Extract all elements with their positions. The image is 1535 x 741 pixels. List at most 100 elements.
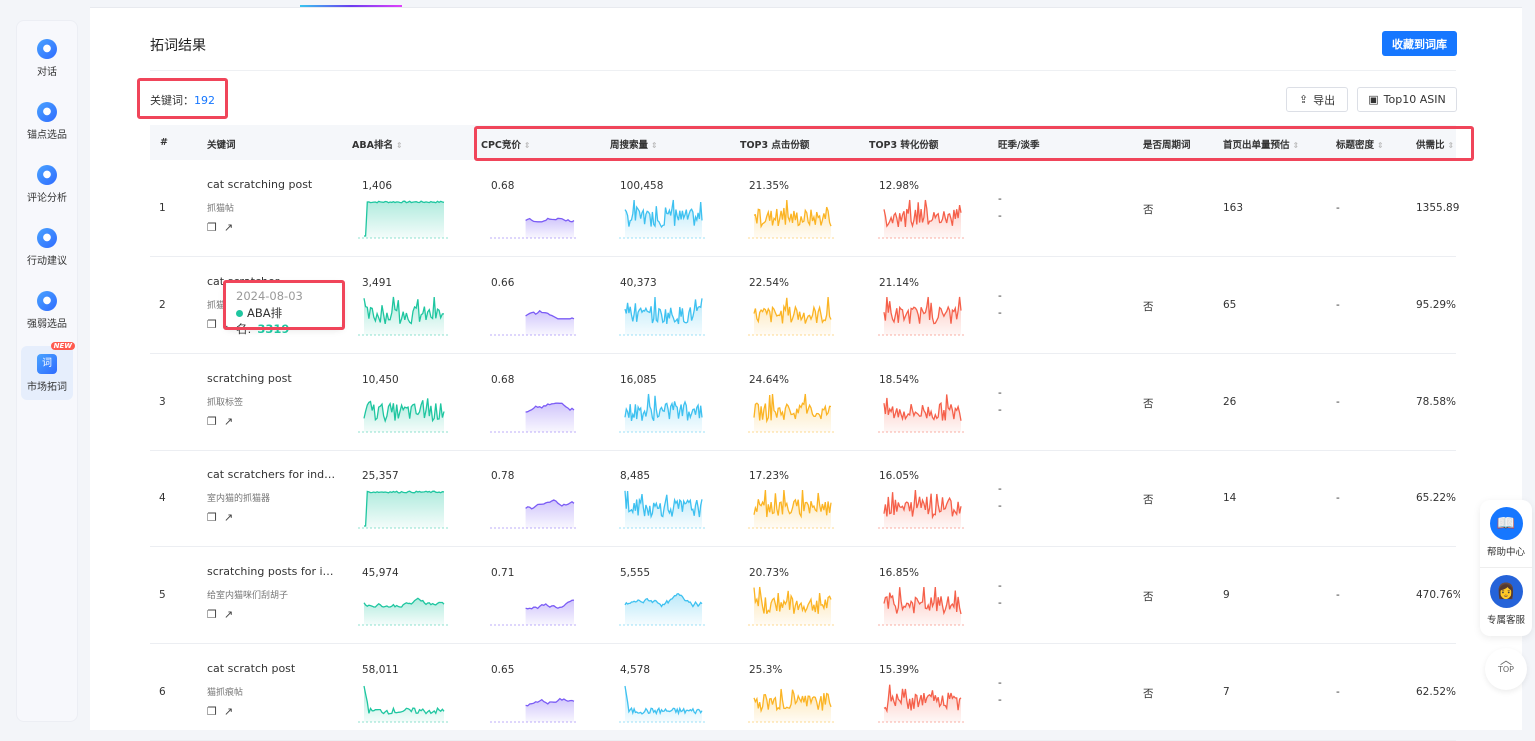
keyword-translation: 抓猫器 <box>207 300 235 311</box>
sidebar-item-3[interactable]: ● 行动建议 <box>21 220 73 274</box>
season-low: - <box>998 210 1002 222</box>
cpc-trend-chart[interactable] <box>150 160 1456 257</box>
aba-trend-chart[interactable] <box>150 257 1456 354</box>
top3-conv-trend-chart[interactable] <box>150 547 1456 644</box>
orders-estimate: 14 <box>1223 492 1237 505</box>
top3-click-trend-chart[interactable] <box>150 354 1456 451</box>
top3-conv-trend-chart[interactable] <box>150 160 1456 257</box>
sidebar-item-1[interactable]: ● 锚点选品 <box>21 94 73 148</box>
search-value: 4,578 <box>620 664 651 676</box>
cpc-value: 0.65 <box>491 664 515 676</box>
sort-icon[interactable]: ⇕ <box>395 141 403 150</box>
copy-icon[interactable]: ❐ <box>207 511 217 525</box>
share-icon[interactable]: ↗ <box>223 414 234 428</box>
copy-icon[interactable]: ❐ <box>207 608 217 622</box>
copy-icon[interactable]: ❐ <box>207 221 217 234</box>
keyword-link[interactable]: cat scratchers for ind… <box>207 468 336 482</box>
cpc-trend-chart[interactable] <box>150 547 1456 644</box>
share-icon[interactable]: ↗ <box>223 705 234 718</box>
column-header[interactable]: CPC竞价 ⇕ <box>481 137 531 151</box>
cpc-trend-chart[interactable] <box>150 450 1456 547</box>
aba-trend-chart[interactable] <box>150 160 1456 257</box>
sidebar-item-label: 评论分析 <box>27 193 67 204</box>
search-value: 16,085 <box>620 373 657 386</box>
top3-click-trend-chart[interactable] <box>150 547 1456 644</box>
search-volume-trend-chart[interactable] <box>150 354 1456 451</box>
customer-service-label: 专属客服 <box>1486 615 1525 626</box>
copy-icon[interactable]: ❐ <box>207 317 217 331</box>
help-center-label: 帮助中心 <box>1486 547 1525 558</box>
sidebar-item-5[interactable]: 词市场拓词 NEW <box>21 342 75 400</box>
share-icon[interactable]: ↗ <box>223 608 234 622</box>
pie-icon: ● <box>37 165 57 185</box>
column-header[interactable]: 标题密度 ⇕ <box>1336 137 1384 151</box>
search-volume-trend-chart[interactable] <box>150 257 1456 354</box>
top3-conv-trend-chart[interactable] <box>150 354 1456 451</box>
sidebar-item-label: 市场拓词 <box>27 382 67 393</box>
aba-trend-chart[interactable] <box>150 450 1456 547</box>
table-row: 4 cat scratchers for ind… 室内猫的抓猫器 ❐ ↗ 25,3… <box>150 450 1456 548</box>
top3-conv-trend-chart[interactable] <box>150 257 1456 354</box>
click-value: 24.64% <box>749 373 790 386</box>
column-header[interactable]: 供需比 ⇕ <box>1416 137 1454 151</box>
cpc-trend-chart[interactable] <box>150 257 1456 354</box>
click-value: 20.73% <box>749 567 790 580</box>
keyword-link[interactable]: scratching posts for i… <box>207 565 334 579</box>
sort-icon[interactable]: ⇕ <box>1377 141 1384 150</box>
aba-trend-chart[interactable] <box>150 354 1456 451</box>
periodic-value: 否 <box>1143 591 1154 604</box>
back-to-top-button[interactable]: ︿ TOP <box>1485 648 1527 690</box>
row-index: 5 <box>159 589 166 602</box>
sort-icon[interactable]: ⇕ <box>1447 141 1455 150</box>
sidebar-item-0[interactable]: ● 对话 <box>21 31 73 85</box>
season-low: - <box>998 403 1002 416</box>
divider <box>150 70 1456 71</box>
column-header-label: 周搜索量 <box>610 140 649 151</box>
export-button[interactable]: ⇪ 导出 <box>1286 87 1348 112</box>
keyword-link[interactable]: cat scratching post <box>207 178 313 191</box>
column-header: 旺季/淡季 <box>998 137 1039 151</box>
sidebar-item-4[interactable]: ● 强弱选品 <box>21 283 73 337</box>
cpc-trend-chart[interactable] <box>150 644 1456 741</box>
chart-tooltip: 2024-08-03 ABA排名: 3319 <box>226 283 342 336</box>
aba-trend-chart[interactable] <box>150 547 1456 644</box>
column-header[interactable]: ABA排名 ⇕ <box>352 137 403 151</box>
top3-click-trend-chart[interactable] <box>150 644 1456 741</box>
chevron-up-icon: ︿ <box>1499 653 1512 667</box>
top3-click-trend-chart[interactable] <box>150 257 1456 354</box>
copy-icon[interactable]: ❐ <box>207 414 217 428</box>
conv-value: 16.05% <box>879 470 920 483</box>
search-volume-trend-chart[interactable] <box>150 450 1456 547</box>
search-volume-trend-chart[interactable] <box>150 160 1456 257</box>
orders-estimate: 7 <box>1223 686 1230 698</box>
sort-icon[interactable]: ⇕ <box>523 141 531 150</box>
table-row: 3 scratching post 抓取标签 ❐ ↗ 10,450 0.68 16,08… <box>150 354 1456 451</box>
keyword-link[interactable]: scratching post <box>207 371 292 385</box>
aba-value: 1,406 <box>362 180 393 192</box>
collect-to-library-button[interactable]: 收藏到词库 <box>1382 31 1457 56</box>
sidebar-item-2[interactable]: ● 评论分析 <box>21 157 73 211</box>
share-icon[interactable]: ↗ <box>223 221 234 234</box>
top10-asin-button[interactable]: ▣ Top10 ASIN <box>1357 87 1457 112</box>
column-header[interactable]: 首页出单量预估 ⇕ <box>1223 137 1299 151</box>
column-header: # <box>160 137 168 148</box>
sort-icon[interactable]: ⇕ <box>1292 141 1300 150</box>
top3-click-trend-chart[interactable] <box>150 160 1456 257</box>
keyword-link[interactable]: cat scratch post <box>207 662 296 675</box>
season-peak: - <box>998 483 1002 496</box>
orders-estimate: 26 <box>1223 395 1237 408</box>
search-volume-trend-chart[interactable] <box>150 547 1456 644</box>
top3-conv-trend-chart[interactable] <box>150 450 1456 547</box>
customer-service-button[interactable]: 👩 专属客服 <box>1480 568 1532 636</box>
top3-click-trend-chart[interactable] <box>150 450 1456 547</box>
cpc-trend-chart[interactable] <box>150 354 1456 451</box>
column-header[interactable]: 周搜索量 ⇕ <box>610 137 658 151</box>
share-icon[interactable]: ↗ <box>223 511 234 525</box>
top3-conv-trend-chart[interactable] <box>150 644 1456 741</box>
help-center-button[interactable]: 📖 帮助中心 <box>1480 500 1532 568</box>
aba-trend-chart[interactable] <box>150 644 1456 741</box>
copy-icon[interactable]: ❐ <box>207 705 217 718</box>
search-volume-trend-chart[interactable] <box>150 644 1456 741</box>
column-header-label: 首页出单量预估 <box>1223 140 1290 151</box>
sort-icon[interactable]: ⇕ <box>651 141 658 150</box>
